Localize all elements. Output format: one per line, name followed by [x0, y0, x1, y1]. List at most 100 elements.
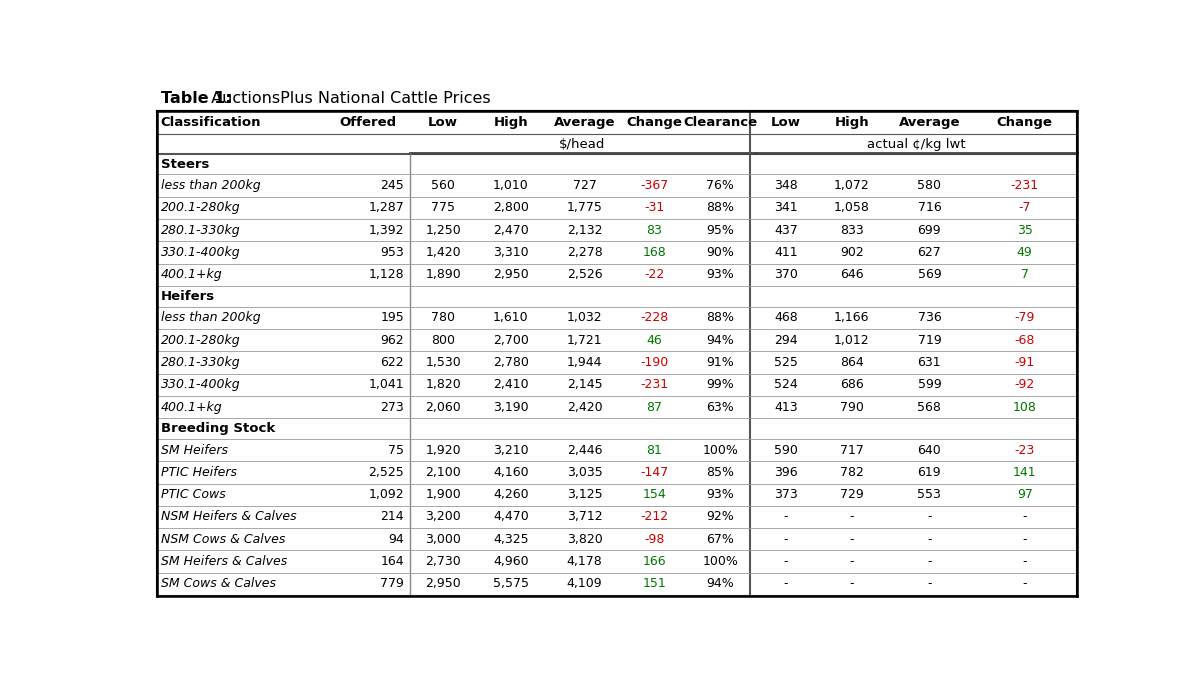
Text: 4,325: 4,325 — [494, 533, 529, 546]
Text: -: - — [850, 555, 854, 568]
Text: 195: 195 — [380, 311, 403, 324]
Text: Classification: Classification — [160, 116, 261, 129]
Text: 729: 729 — [840, 488, 863, 501]
Text: 2,800: 2,800 — [492, 201, 529, 214]
Text: 2,950: 2,950 — [492, 268, 529, 281]
Text: 273: 273 — [380, 401, 403, 414]
Text: -79: -79 — [1015, 311, 1035, 324]
Text: 568: 568 — [917, 401, 942, 414]
Text: 1,010: 1,010 — [492, 179, 529, 192]
Text: 200.1-280kg: 200.1-280kg — [160, 201, 241, 214]
Text: 99%: 99% — [707, 378, 734, 391]
Text: 3,125: 3,125 — [567, 488, 602, 501]
Text: Low: Low — [771, 116, 801, 129]
Text: 560: 560 — [431, 179, 455, 192]
Text: 2,780: 2,780 — [492, 356, 529, 369]
Text: 141: 141 — [1013, 466, 1037, 479]
Text: 646: 646 — [840, 268, 863, 281]
Text: 2,278: 2,278 — [567, 246, 602, 259]
Text: 622: 622 — [380, 356, 403, 369]
Text: 108: 108 — [1013, 401, 1037, 414]
Text: 370: 370 — [774, 268, 798, 281]
Text: 4,960: 4,960 — [494, 555, 529, 568]
Text: 4,109: 4,109 — [567, 578, 602, 591]
Text: 962: 962 — [380, 334, 403, 346]
Text: 1,250: 1,250 — [425, 224, 461, 237]
Text: -147: -147 — [641, 466, 668, 479]
Text: 2,420: 2,420 — [567, 401, 602, 414]
Text: NSM Cows & Calves: NSM Cows & Calves — [160, 533, 285, 546]
Text: -: - — [1022, 555, 1027, 568]
Text: 1,420: 1,420 — [425, 246, 461, 259]
Text: 2,060: 2,060 — [425, 401, 461, 414]
Text: -: - — [1022, 511, 1027, 523]
Text: SM Cows & Calves: SM Cows & Calves — [160, 578, 276, 591]
Text: 75: 75 — [388, 443, 403, 456]
Text: 3,035: 3,035 — [567, 466, 602, 479]
Text: 800: 800 — [431, 334, 455, 346]
Text: 63%: 63% — [707, 401, 734, 414]
Text: -68: -68 — [1015, 334, 1035, 346]
Text: -: - — [927, 555, 932, 568]
Text: 94%: 94% — [707, 334, 734, 346]
Text: 400.1+kg: 400.1+kg — [160, 401, 223, 414]
Text: 341: 341 — [774, 201, 798, 214]
Text: 1,900: 1,900 — [425, 488, 461, 501]
Text: -: - — [927, 511, 932, 523]
Text: 83: 83 — [647, 224, 662, 237]
Text: 1,721: 1,721 — [567, 334, 602, 346]
Text: 396: 396 — [774, 466, 798, 479]
Text: 4,260: 4,260 — [494, 488, 529, 501]
Text: 81: 81 — [647, 443, 662, 456]
Text: 1,944: 1,944 — [567, 356, 602, 369]
Text: 3,190: 3,190 — [494, 401, 529, 414]
Text: 2,100: 2,100 — [425, 466, 461, 479]
Text: 3,200: 3,200 — [425, 511, 461, 523]
Text: 93%: 93% — [707, 488, 734, 501]
Text: 2,470: 2,470 — [492, 224, 529, 237]
Text: Steers: Steers — [160, 157, 209, 171]
Text: -: - — [1022, 578, 1027, 591]
Text: 3,712: 3,712 — [567, 511, 602, 523]
Text: 280.1-330kg: 280.1-330kg — [160, 224, 241, 237]
Text: -: - — [927, 533, 932, 546]
Text: Change: Change — [626, 116, 683, 129]
Text: 1,920: 1,920 — [425, 443, 461, 456]
Text: 280.1-330kg: 280.1-330kg — [160, 356, 241, 369]
Text: 330.1-400kg: 330.1-400kg — [160, 378, 241, 391]
Text: 631: 631 — [917, 356, 942, 369]
Text: 553: 553 — [917, 488, 942, 501]
Text: -23: -23 — [1015, 443, 1034, 456]
Text: -: - — [784, 533, 789, 546]
Text: 4,470: 4,470 — [492, 511, 529, 523]
Text: -: - — [1022, 533, 1027, 546]
Text: 168: 168 — [643, 246, 666, 259]
Text: 790: 790 — [840, 401, 863, 414]
Text: -92: -92 — [1015, 378, 1034, 391]
Text: 719: 719 — [917, 334, 942, 346]
Text: 2,132: 2,132 — [567, 224, 602, 237]
Text: 373: 373 — [774, 488, 798, 501]
Text: 200.1-280kg: 200.1-280kg — [160, 334, 241, 346]
Text: -: - — [784, 555, 789, 568]
Text: 88%: 88% — [706, 201, 734, 214]
Text: -: - — [784, 511, 789, 523]
Text: 1,072: 1,072 — [834, 179, 869, 192]
Text: actual ¢/kg lwt: actual ¢/kg lwt — [867, 138, 966, 151]
Text: -190: -190 — [641, 356, 668, 369]
Text: 413: 413 — [774, 401, 798, 414]
Text: 1,041: 1,041 — [368, 378, 403, 391]
Text: -: - — [850, 578, 854, 591]
Text: 400.1+kg: 400.1+kg — [160, 268, 223, 281]
Text: 245: 245 — [380, 179, 403, 192]
Text: 2,145: 2,145 — [567, 378, 602, 391]
Text: Heifers: Heifers — [160, 290, 214, 303]
Text: 1,820: 1,820 — [425, 378, 461, 391]
Text: 580: 580 — [917, 179, 942, 192]
Text: 46: 46 — [647, 334, 662, 346]
Text: 4,178: 4,178 — [567, 555, 602, 568]
Text: 686: 686 — [840, 378, 863, 391]
Text: 100%: 100% — [702, 555, 738, 568]
Text: 1,166: 1,166 — [834, 311, 869, 324]
Text: PTIC Heifers: PTIC Heifers — [160, 466, 236, 479]
